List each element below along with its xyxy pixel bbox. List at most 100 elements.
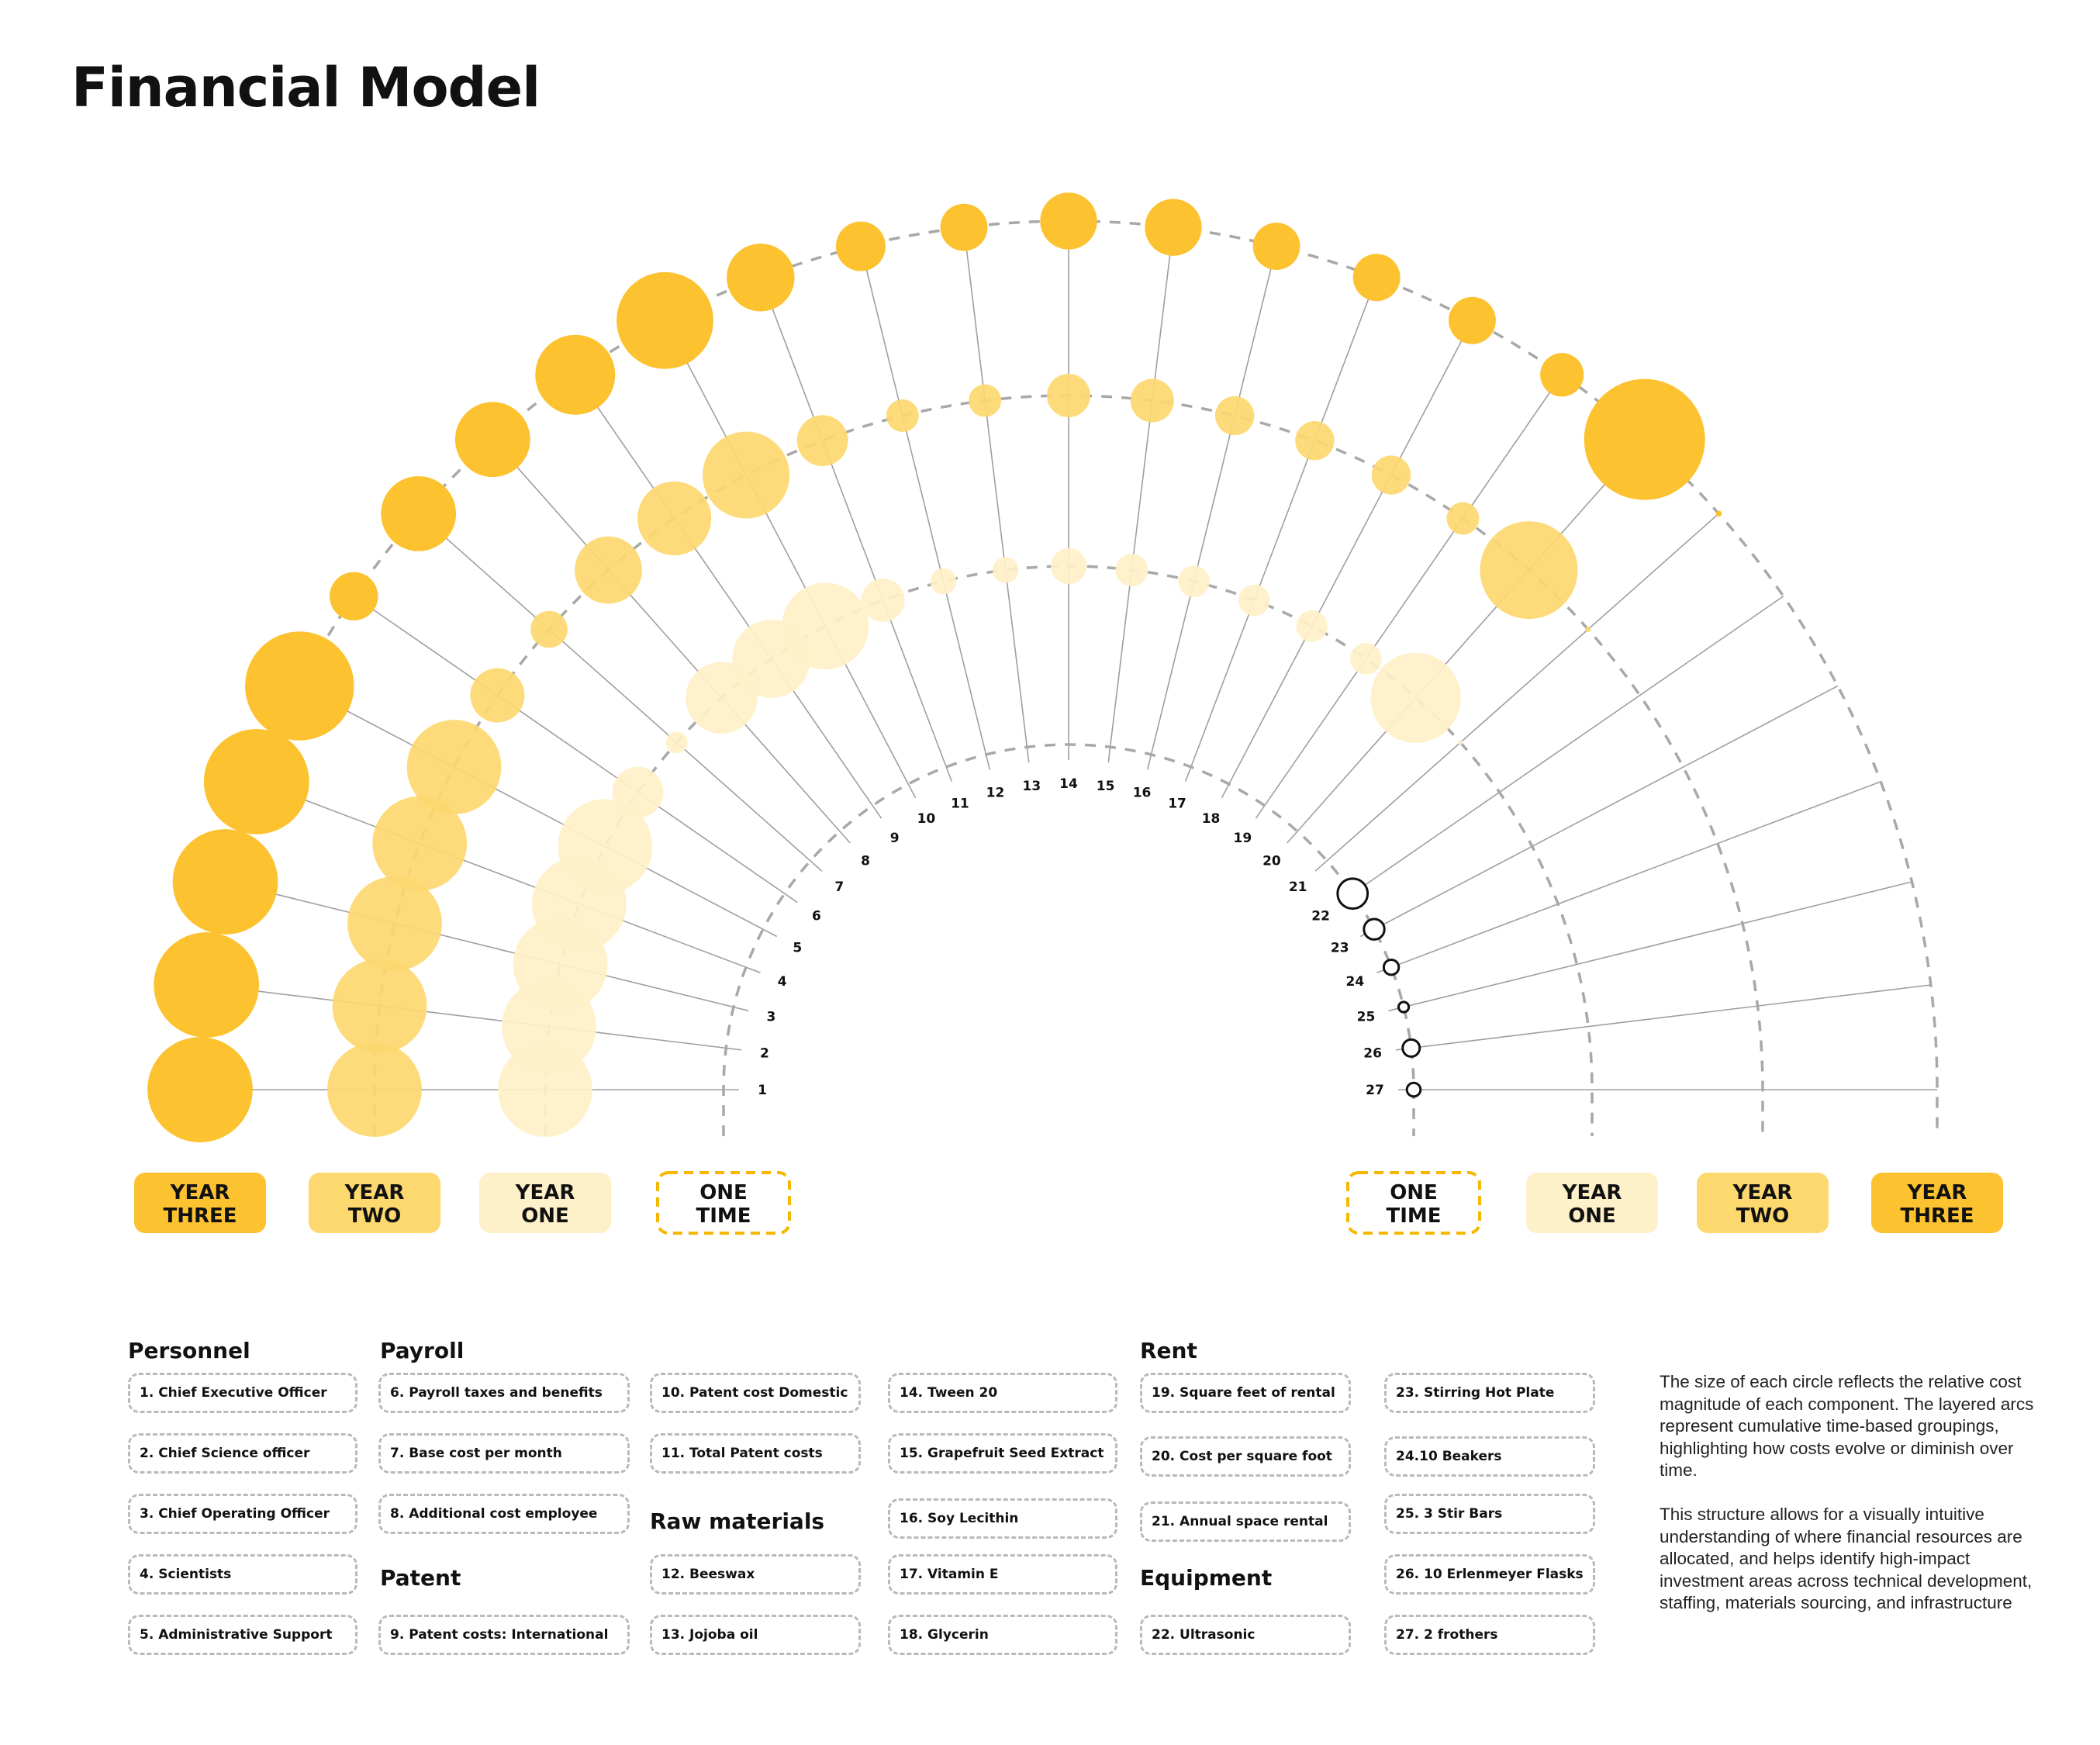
description-text: The size of each circle reflects the rel…: [1660, 1371, 2047, 1636]
legend-item-ultrasonic: 22. Ultrasonic: [1140, 1615, 1351, 1655]
component-number-22: 22: [1311, 909, 1330, 924]
legend-heading-personnel: Personnel: [128, 1338, 250, 1363]
ring-label-text-left-3-0: ONE: [699, 1181, 748, 1204]
bubble-year-two-15: [1130, 378, 1174, 423]
bubble-year-three-9: [535, 334, 616, 415]
bubble-year-two-12: [886, 399, 919, 433]
component-number-1: 1: [758, 1083, 767, 1098]
description-paragraph-2: This structure allows for a visually int…: [1660, 1504, 2033, 1613]
spoke-7: [418, 513, 823, 872]
cost-bubbles-layer: [147, 192, 1722, 1142]
bubble-year-three-2: [154, 932, 260, 1038]
legend-item-tween-20: 14. Tween 20: [888, 1373, 1117, 1413]
bubble-year-three-11: [727, 244, 795, 312]
spoke-3: [225, 881, 749, 1012]
bubble-year-three-19: [1540, 353, 1584, 397]
legend-item-stirring-hot-plate: 23. Stirring Hot Plate: [1384, 1373, 1595, 1413]
legend-item-cost-per-square-foot: 20. Cost per square foot: [1140, 1436, 1351, 1477]
bubble-year-three-4: [203, 728, 309, 834]
legend-item-stir-bars: 25. 3 Stir Bars: [1384, 1494, 1595, 1534]
bubble-year-three-7: [381, 475, 457, 551]
bubble-year-one-10: [782, 582, 869, 670]
ring-label-text-right-0-1: TIME: [1386, 1204, 1441, 1228]
spoke-19: [1255, 374, 1563, 819]
ring-label-box-right-1: [1526, 1173, 1658, 1233]
bubble-year-three-10: [617, 271, 713, 369]
component-number-6: 6: [812, 909, 821, 924]
spoke-4: [256, 781, 761, 974]
component-number-3: 3: [767, 1009, 776, 1025]
component-number-13: 13: [1023, 779, 1041, 794]
component-number-2: 2: [760, 1045, 769, 1061]
bubble-year-one-6: [612, 766, 664, 818]
spoke-9: [575, 374, 882, 819]
bubble-year-three-3: [172, 829, 278, 935]
legend-heading-patent: Patent: [380, 1565, 461, 1591]
component-number-12: 12: [986, 785, 1005, 800]
spoke-21: [1314, 513, 1719, 872]
legend-item-total-patent-costs: 11. Total Patent costs: [650, 1433, 861, 1474]
bubble-year-two-16: [1214, 396, 1255, 436]
spoke-10: [664, 320, 917, 799]
ring-label-box-left-1: [309, 1173, 440, 1233]
component-number-18: 18: [1202, 811, 1221, 827]
component-number-24: 24: [1345, 974, 1364, 990]
bubble-year-three-6: [330, 572, 378, 620]
bubble-year-one-17: [1238, 584, 1270, 617]
spoke-12: [860, 246, 991, 770]
ring-label-box-left-0: [134, 1173, 266, 1233]
bubble-one-time-25: [1397, 1000, 1411, 1014]
bubble-year-three-1: [147, 1037, 253, 1142]
legend-heading-raw-materials: Raw materials: [650, 1508, 825, 1534]
ring-label-text-right-3-0: YEAR: [1907, 1181, 1967, 1204]
bubble-year-two-19: [1446, 502, 1480, 535]
ring-label-box-right-2: [1697, 1173, 1829, 1233]
legend-heading-rent: Rent: [1140, 1338, 1197, 1363]
legend-item-grapefruit-seed-extract: 15. Grapefruit Seed Extract: [888, 1433, 1117, 1474]
bubble-year-three-16: [1252, 223, 1300, 270]
bubble-year-two-14: [1047, 374, 1090, 417]
bubble-year-one-21: [1458, 740, 1463, 745]
legend-item-base-cost-per-month: 7. Base cost per month: [378, 1433, 630, 1474]
bubble-year-three-17: [1352, 254, 1401, 302]
component-number-19: 19: [1234, 831, 1252, 846]
spoke-16: [1146, 246, 1277, 770]
ring-label-text-right-2-0: YEAR: [1732, 1181, 1793, 1204]
bubble-year-one-14: [1050, 548, 1087, 585]
bubble-year-three-15: [1145, 199, 1202, 256]
spoke-24: [1376, 781, 1881, 974]
bubble-year-two-3: [347, 876, 442, 971]
bubble-year-three-5: [245, 631, 354, 741]
spoke-23: [1359, 685, 1839, 938]
ring-label-text-left-0-1: THREE: [163, 1204, 237, 1228]
bubble-one-time-24: [1382, 959, 1401, 976]
component-number-5: 5: [793, 940, 802, 955]
bubble-year-one-18: [1296, 610, 1328, 642]
component-number-14: 14: [1059, 776, 1078, 792]
legend-item-beakers: 24.10 Beakers: [1384, 1436, 1595, 1477]
bubble-year-two-5: [406, 720, 502, 814]
spoke-20: [1287, 439, 1646, 844]
legend-item-chief-science-officer: 2. Chief Science officer: [128, 1433, 357, 1474]
bubble-year-two-4: [372, 796, 468, 891]
spoke-15: [1107, 227, 1174, 763]
legend-item-payroll-taxes: 6. Payroll taxes and benefits: [378, 1373, 630, 1413]
legend-item-frothers: 27. 2 frothers: [1384, 1615, 1595, 1655]
component-number-17: 17: [1168, 796, 1186, 812]
bubble-year-one-15: [1115, 553, 1148, 586]
ring-label-text-right-1-1: ONE: [1568, 1204, 1616, 1228]
legend-item-additional-cost-employee: 8. Additional cost employee: [378, 1494, 630, 1534]
spoke-5: [299, 685, 778, 938]
ring-label-text-left-1-1: TWO: [348, 1204, 402, 1228]
bubble-year-two-11: [796, 415, 848, 467]
ring-label-box-left-2: [479, 1173, 611, 1233]
bubble-year-three-8: [454, 402, 530, 478]
spoke-2: [206, 984, 742, 1051]
legend-item-chief-executive-officer: 1. Chief Executive Officer: [128, 1373, 357, 1413]
